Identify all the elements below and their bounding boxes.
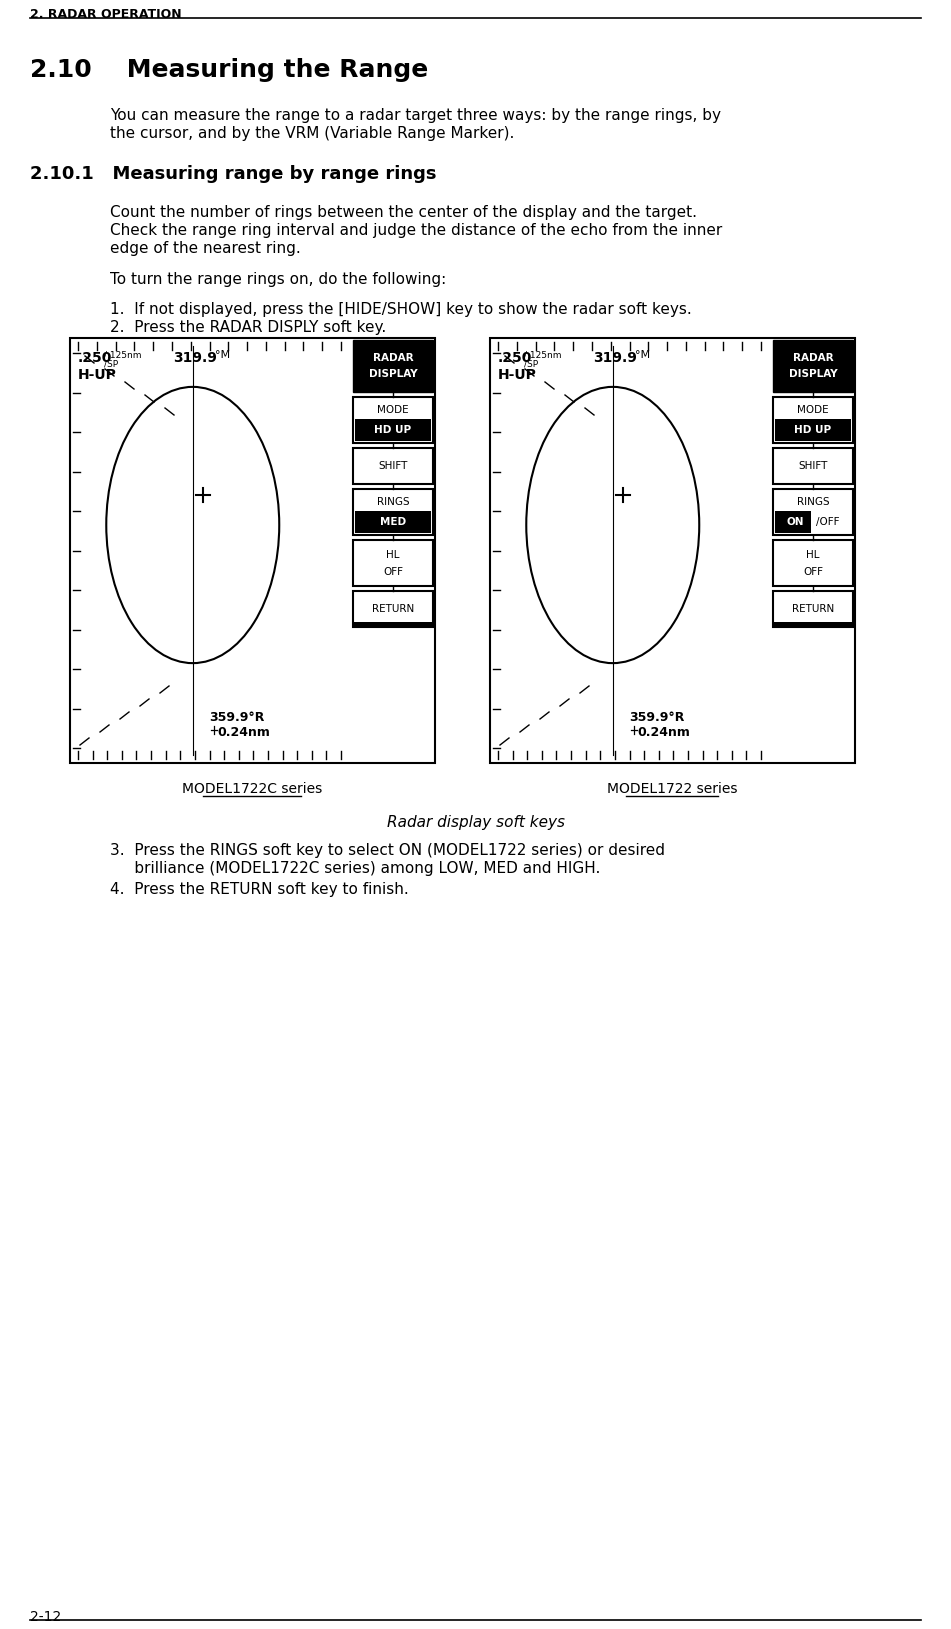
- Text: OFF: OFF: [383, 567, 403, 577]
- Bar: [773, 622, 853, 627]
- Text: 2.10.1   Measuring range by range rings: 2.10.1 Measuring range by range rings: [30, 165, 437, 182]
- Text: MODE: MODE: [797, 406, 829, 415]
- Text: 3.  Press the RINGS soft key to select ON (MODEL1722 series) or desired: 3. Press the RINGS soft key to select ON…: [110, 842, 665, 858]
- Bar: [353, 448, 433, 484]
- Text: DISPLAY: DISPLAY: [369, 370, 417, 380]
- Text: You can measure the range to a radar target three ways: by the range rings, by: You can measure the range to a radar tar…: [110, 108, 721, 124]
- Text: 2. RADAR OPERATION: 2. RADAR OPERATION: [30, 8, 182, 21]
- Bar: [811, 512, 851, 533]
- Text: Check the range ring interval and judge the distance of the echo from the inner: Check the range ring interval and judge …: [110, 223, 722, 238]
- Text: .250: .250: [498, 350, 533, 365]
- Text: MODE: MODE: [378, 406, 409, 415]
- Bar: [353, 340, 433, 393]
- Text: HL: HL: [806, 551, 820, 560]
- Text: SHIFT: SHIFT: [378, 461, 408, 471]
- Bar: [353, 539, 433, 586]
- Bar: [775, 419, 851, 441]
- Text: RETURN: RETURN: [372, 604, 414, 614]
- Text: 2-12: 2-12: [30, 1609, 61, 1624]
- Text: 359.9°R: 359.9°R: [209, 710, 265, 723]
- Bar: [773, 591, 853, 627]
- Text: RETURN: RETURN: [792, 604, 834, 614]
- Text: H-UP: H-UP: [498, 368, 537, 381]
- Text: /SP: /SP: [104, 358, 118, 368]
- Text: /.125nm: /.125nm: [524, 350, 561, 358]
- Bar: [70, 337, 435, 762]
- Text: 2.10    Measuring the Range: 2.10 Measuring the Range: [30, 59, 428, 81]
- Text: °M: °M: [635, 350, 650, 360]
- Text: RINGS: RINGS: [377, 497, 409, 507]
- Text: edge of the nearest ring.: edge of the nearest ring.: [110, 241, 301, 256]
- Text: To turn the range rings on, do the following:: To turn the range rings on, do the follo…: [110, 272, 446, 287]
- Text: 0.24nm: 0.24nm: [218, 727, 270, 740]
- Bar: [355, 512, 431, 533]
- Bar: [490, 337, 855, 762]
- Text: HD UP: HD UP: [375, 425, 412, 435]
- Text: SHIFT: SHIFT: [798, 461, 827, 471]
- Text: /SP: /SP: [524, 358, 538, 368]
- Text: MODEL1722C series: MODEL1722C series: [182, 782, 322, 797]
- Text: 2.  Press the RADAR DISPLY soft key.: 2. Press the RADAR DISPLY soft key.: [110, 319, 386, 336]
- Text: OFF: OFF: [803, 567, 823, 577]
- Text: ON: ON: [786, 516, 805, 528]
- Text: 359.9°R: 359.9°R: [630, 710, 685, 723]
- Text: brilliance (MODEL1722C series) among LOW, MED and HIGH.: brilliance (MODEL1722C series) among LOW…: [110, 862, 600, 876]
- Bar: [773, 340, 853, 393]
- Text: HL: HL: [386, 551, 399, 560]
- Text: DISPLAY: DISPLAY: [788, 370, 837, 380]
- Text: MED: MED: [380, 516, 406, 528]
- Text: H-UP: H-UP: [78, 368, 117, 381]
- Bar: [773, 489, 853, 534]
- Bar: [353, 591, 433, 627]
- Text: Radar display soft keys: Radar display soft keys: [387, 814, 565, 831]
- Text: 0.24nm: 0.24nm: [637, 727, 690, 740]
- Text: RADAR: RADAR: [373, 353, 414, 363]
- Text: the cursor, and by the VRM (Variable Range Marker).: the cursor, and by the VRM (Variable Ran…: [110, 125, 514, 142]
- Text: 1.  If not displayed, press the [HIDE/SHOW] key to show the radar soft keys.: 1. If not displayed, press the [HIDE/SHO…: [110, 301, 691, 318]
- Bar: [773, 539, 853, 586]
- Bar: [353, 489, 433, 534]
- Text: 319.9: 319.9: [173, 350, 217, 365]
- Text: HD UP: HD UP: [794, 425, 831, 435]
- Bar: [773, 448, 853, 484]
- Text: /.125nm: /.125nm: [104, 350, 142, 358]
- Text: 319.9: 319.9: [593, 350, 637, 365]
- Text: .250: .250: [78, 350, 112, 365]
- Text: MODEL1722 series: MODEL1722 series: [607, 782, 737, 797]
- Text: 4.  Press the RETURN soft key to finish.: 4. Press the RETURN soft key to finish.: [110, 881, 409, 898]
- Bar: [355, 419, 431, 441]
- Text: °M: °M: [215, 350, 230, 360]
- Text: Count the number of rings between the center of the display and the target.: Count the number of rings between the ce…: [110, 205, 697, 220]
- Bar: [353, 397, 433, 443]
- Text: RADAR: RADAR: [793, 353, 833, 363]
- Text: RINGS: RINGS: [797, 497, 829, 507]
- Bar: [353, 622, 433, 627]
- Bar: [775, 512, 851, 533]
- Text: /OFF: /OFF: [816, 516, 839, 528]
- Bar: [773, 397, 853, 443]
